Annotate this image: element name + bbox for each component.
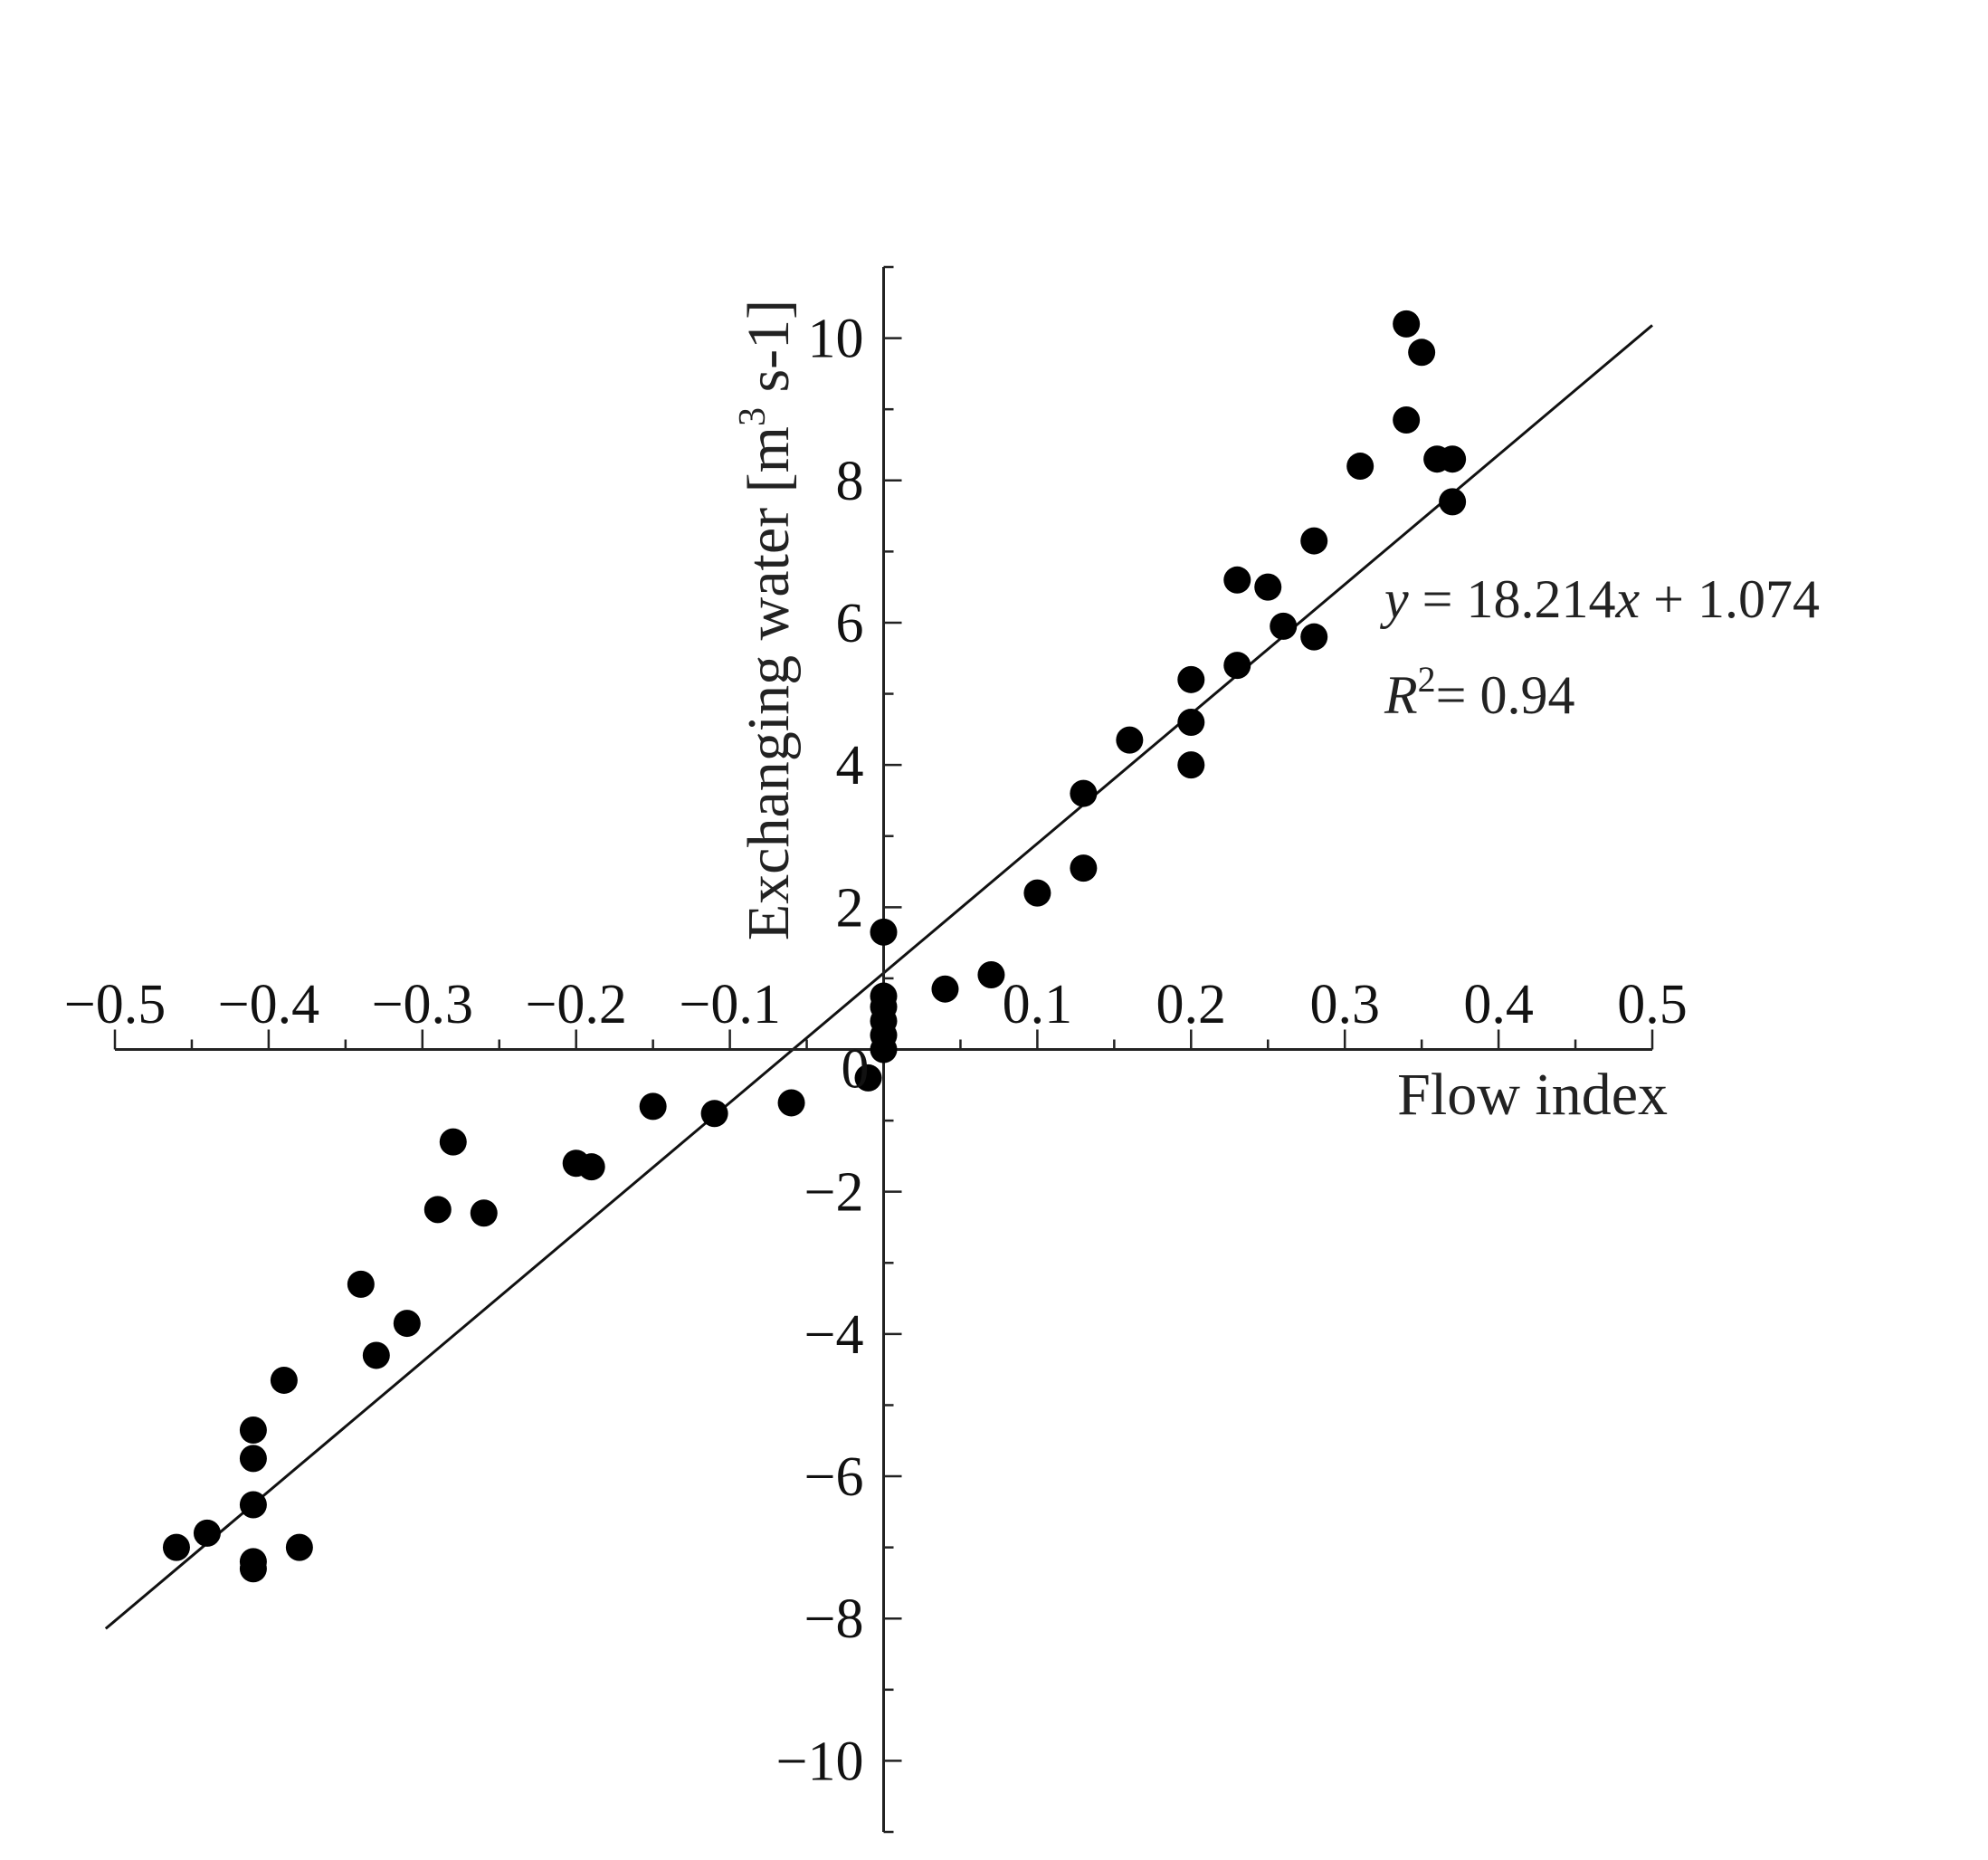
x-tick-label: 0.4 [1463,974,1534,1035]
r-squared-tail: = 0.94 [1436,665,1575,725]
data-point [1070,779,1098,807]
data-point [1177,708,1205,736]
data-point [1408,339,1436,367]
x-tick-label: 0.5 [1617,974,1688,1035]
r-squared-var: R [1384,665,1418,725]
data-point [1270,612,1298,640]
data-point [1116,726,1144,754]
data-point [1223,566,1251,594]
y-tick-label: 2 [836,877,864,939]
y-tick-label: −6 [804,1446,864,1508]
equation-x-var: x [1614,569,1640,629]
data-point [162,1533,190,1561]
data-point [239,1555,267,1583]
data-point [470,1199,498,1227]
x-tick-label: −0.5 [64,974,166,1035]
data-point [1393,310,1421,338]
r-squared-label: R2= 0.94 [1384,659,1575,725]
y-tick-label: 0 [842,1039,870,1101]
data-point [1300,527,1328,555]
equation-tail: + 1.074 [1640,569,1820,629]
y-axis-title-suffix: s-1] [736,300,802,407]
data-point [777,1089,805,1117]
data-point [239,1445,267,1473]
y-axis-title: Exchanging water [m3 s-1] [732,300,802,940]
x-tick-label: −0.3 [372,974,473,1035]
y-tick-label: −8 [804,1588,864,1650]
data-point [1439,445,1467,473]
y-tick-label: 10 [808,309,864,370]
data-point [362,1341,390,1369]
points-layer [162,310,1467,1583]
data-point [239,1416,267,1444]
x-tick-label: 0.1 [1003,974,1073,1035]
trendline-equation: y = 18.214x + 1.074 [1379,569,1820,629]
r-squared-sup: 2 [1418,659,1436,700]
y-tick-label: −2 [804,1162,864,1224]
y-tick-label: 8 [836,451,864,512]
data-point [854,1064,882,1092]
labels-layer: −0.5 −0.4 −0.3 −0.2 −0.1 0.1 0.2 0.3 0.4 0.5 10 8 6 4… [64,309,1688,1793]
x-tick-label: −0.1 [679,974,780,1035]
data-point [423,1196,452,1224]
data-point [870,918,898,946]
data-point [439,1128,467,1156]
equation-y-var: y [1379,569,1409,629]
data-point [1254,573,1282,601]
y-tick-label: 6 [836,593,864,654]
y-axis-title-prefix: Exchanging water [m [736,426,802,940]
y-tick-label: −4 [804,1304,864,1366]
data-point [393,1310,421,1338]
trendline [104,324,1653,1630]
data-point [870,982,898,1010]
y-tick-label: −10 [776,1731,864,1792]
data-point [1177,751,1205,779]
data-point [1023,879,1051,907]
trendline-layer [104,324,1653,1630]
data-point [1346,453,1374,481]
data-point [639,1092,667,1121]
x-tick-label: −0.2 [525,974,626,1035]
x-axis-title: Flow index [1397,1062,1668,1128]
data-point [1393,405,1421,434]
x-tick-label: −0.4 [218,974,319,1035]
y-axis-title-sup: 3 [732,407,774,426]
data-point [1070,854,1098,882]
data-point [285,1533,313,1561]
data-point [1223,652,1251,680]
x-tick-label: 0.3 [1309,974,1380,1035]
data-point [1439,488,1467,516]
y-tick-label: 4 [836,735,864,796]
data-point [700,1100,728,1128]
data-point [931,975,959,1003]
data-point [193,1519,221,1547]
data-point [977,960,1005,988]
x-tick-label: 0.2 [1156,974,1227,1035]
data-point [270,1366,298,1394]
data-point [577,1153,605,1181]
equation-middle: = 18.214 [1409,569,1616,629]
data-point [239,1491,267,1519]
data-point [1300,623,1328,651]
data-point [1177,665,1205,693]
data-point [347,1270,375,1298]
